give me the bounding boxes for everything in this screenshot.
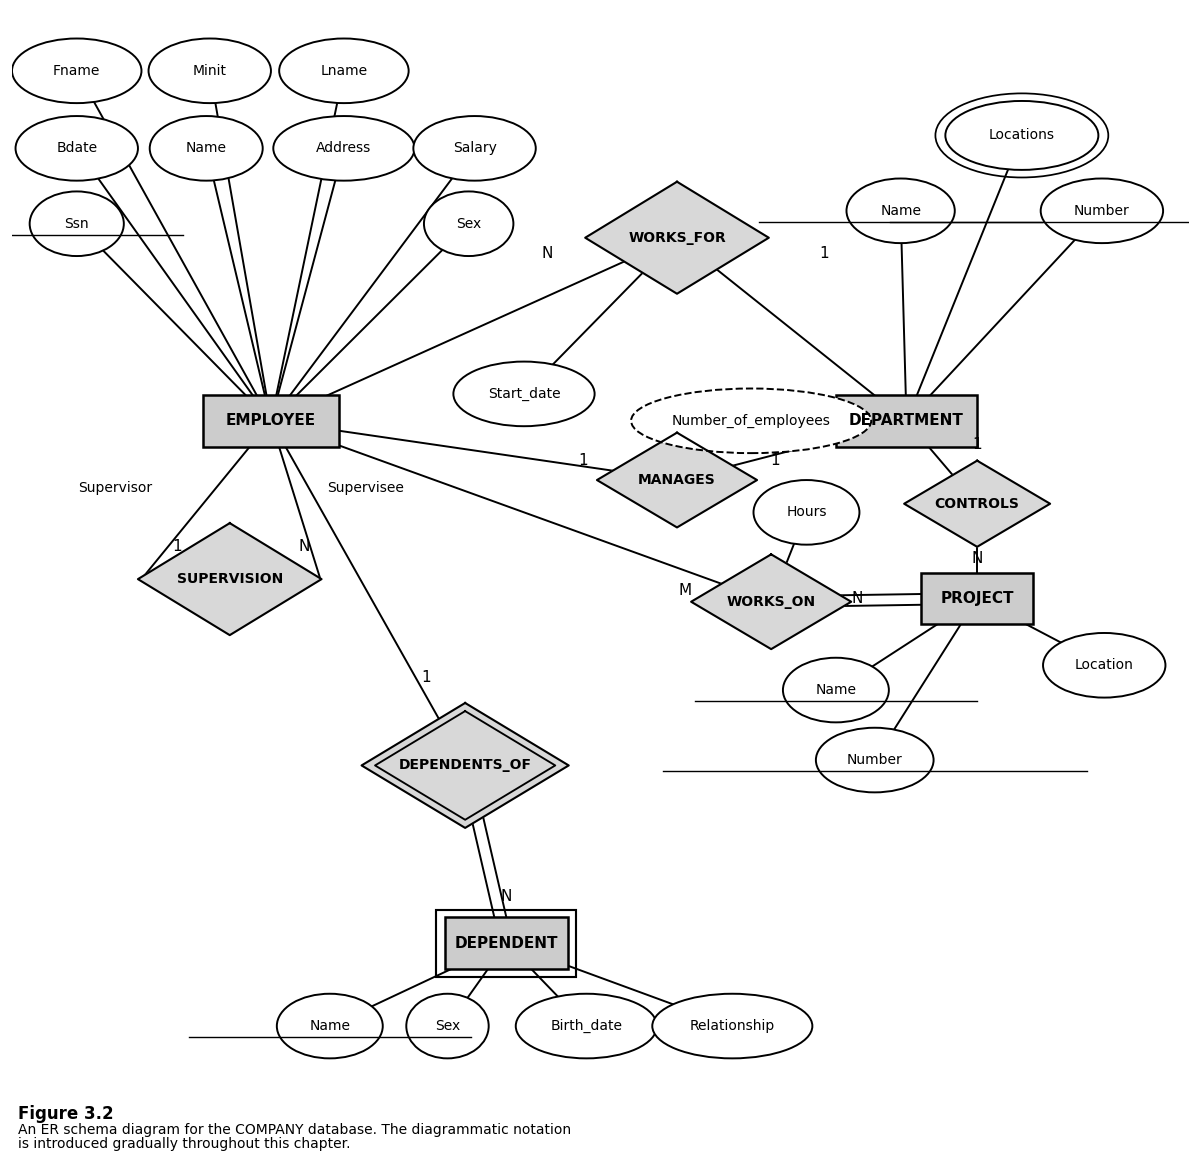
- Text: Number: Number: [1074, 204, 1130, 218]
- Ellipse shape: [1041, 178, 1163, 243]
- Text: Salary: Salary: [453, 141, 496, 155]
- Text: SUPERVISION: SUPERVISION: [177, 572, 283, 586]
- Text: 1: 1: [973, 437, 982, 452]
- Text: Relationship: Relationship: [689, 1019, 775, 1033]
- Polygon shape: [585, 182, 769, 294]
- Text: PROJECT: PROJECT: [940, 591, 1014, 606]
- Text: 1: 1: [770, 453, 779, 468]
- Text: Supervisee: Supervisee: [327, 481, 404, 494]
- Bar: [921, 573, 1033, 624]
- Polygon shape: [362, 703, 569, 828]
- Ellipse shape: [783, 658, 889, 723]
- Text: Name: Name: [310, 1019, 351, 1033]
- Text: An ER schema diagram for the COMPANY database. The diagrammatic notation: An ER schema diagram for the COMPANY dat…: [18, 1123, 572, 1137]
- Ellipse shape: [847, 178, 955, 243]
- Bar: [203, 395, 339, 447]
- Text: WORKS_FOR: WORKS_FOR: [628, 230, 725, 244]
- Ellipse shape: [945, 101, 1099, 170]
- Text: N: N: [501, 889, 512, 904]
- Polygon shape: [597, 433, 757, 527]
- Ellipse shape: [279, 38, 408, 103]
- Ellipse shape: [652, 994, 812, 1058]
- Text: Supervisor: Supervisor: [78, 481, 153, 494]
- Ellipse shape: [150, 116, 263, 181]
- Polygon shape: [138, 523, 322, 635]
- Polygon shape: [904, 461, 1050, 547]
- Text: N: N: [298, 540, 310, 555]
- Text: Figure 3.2: Figure 3.2: [18, 1105, 114, 1123]
- Text: Hours: Hours: [787, 505, 826, 519]
- Text: Sex: Sex: [435, 1019, 460, 1033]
- Ellipse shape: [1042, 633, 1165, 697]
- Text: WORKS_ON: WORKS_ON: [727, 595, 815, 609]
- Ellipse shape: [274, 116, 414, 181]
- Text: CONTROLS: CONTROLS: [934, 497, 1020, 511]
- Text: DEPENDENT: DEPENDENT: [455, 936, 558, 951]
- Text: 1: 1: [422, 669, 431, 684]
- Ellipse shape: [12, 38, 142, 103]
- Text: Name: Name: [186, 141, 227, 155]
- Ellipse shape: [753, 481, 860, 544]
- Text: Name: Name: [880, 204, 921, 218]
- Text: Name: Name: [815, 683, 856, 697]
- Text: Fname: Fname: [53, 64, 101, 78]
- Text: DEPENDENTS_OF: DEPENDENTS_OF: [399, 758, 532, 772]
- Text: Minit: Minit: [192, 64, 227, 78]
- Ellipse shape: [515, 994, 657, 1058]
- Text: Number_of_employees: Number_of_employees: [671, 413, 831, 428]
- Text: Number: Number: [847, 753, 903, 767]
- Text: Start_date: Start_date: [488, 387, 561, 401]
- Ellipse shape: [30, 191, 124, 256]
- Text: Locations: Locations: [988, 129, 1054, 142]
- Ellipse shape: [454, 361, 594, 426]
- Text: Ssn: Ssn: [65, 217, 89, 230]
- Text: Address: Address: [316, 141, 371, 155]
- Text: EMPLOYEE: EMPLOYEE: [226, 413, 316, 428]
- Bar: [444, 917, 568, 969]
- Text: 1: 1: [578, 453, 587, 468]
- Text: MANAGES: MANAGES: [638, 474, 716, 488]
- Text: M: M: [679, 584, 692, 599]
- Ellipse shape: [815, 727, 933, 792]
- Text: is introduced gradually throughout this chapter.: is introduced gradually throughout this …: [18, 1137, 351, 1151]
- Text: Location: Location: [1075, 658, 1134, 673]
- Text: Sex: Sex: [456, 217, 482, 230]
- Bar: [436, 910, 576, 976]
- Ellipse shape: [16, 116, 138, 181]
- Ellipse shape: [406, 994, 489, 1058]
- Text: Bdate: Bdate: [56, 141, 97, 155]
- Ellipse shape: [413, 116, 536, 181]
- Ellipse shape: [424, 191, 513, 256]
- Text: N: N: [542, 247, 554, 262]
- Text: Birth_date: Birth_date: [550, 1019, 622, 1033]
- Ellipse shape: [277, 994, 383, 1058]
- Ellipse shape: [149, 38, 271, 103]
- Text: N: N: [972, 551, 982, 566]
- Ellipse shape: [631, 389, 871, 453]
- Text: 1: 1: [819, 247, 829, 262]
- Bar: [836, 395, 978, 447]
- Text: 1: 1: [172, 540, 181, 555]
- Text: Lname: Lname: [321, 64, 368, 78]
- Text: DEPARTMENT: DEPARTMENT: [849, 413, 964, 428]
- Polygon shape: [691, 555, 852, 650]
- Text: N: N: [852, 591, 862, 606]
